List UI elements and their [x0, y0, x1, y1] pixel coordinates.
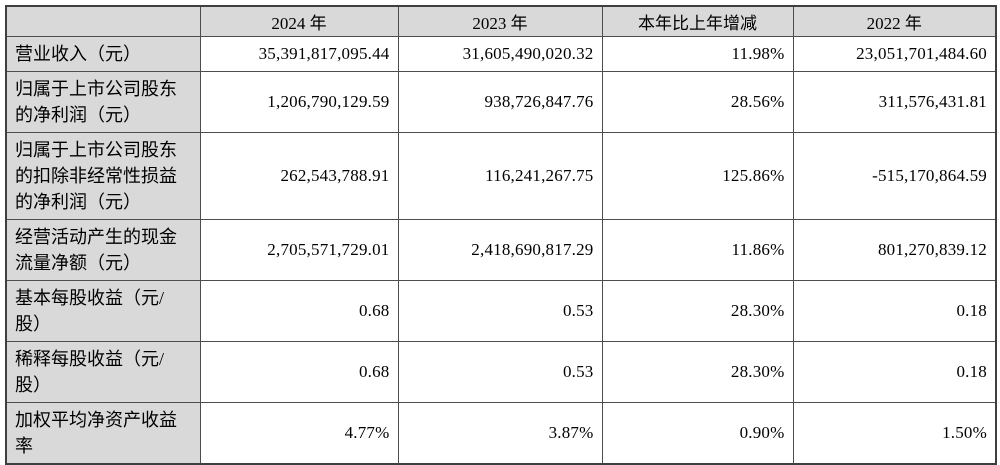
- table-cell: 0.68: [199, 280, 399, 342]
- row-label: 营业收入（元）: [5, 36, 201, 72]
- table-cell: 0.53: [397, 341, 603, 403]
- table-row-diluted-eps: 稀释每股收益（元/股） 0.68 0.53 28.30% 0.18: [5, 341, 997, 403]
- table-cell: 0.18: [792, 341, 997, 403]
- row-label: 归属于上市公司股东的扣除非经常性损益的净利润（元）: [5, 132, 201, 220]
- table-cell: 0.18: [792, 280, 997, 342]
- table-row-revenue: 营业收入（元） 35,391,817,095.44 31,605,490,020…: [5, 36, 997, 72]
- header-row: 2024 年 2023 年 本年比上年增减 2022 年: [5, 5, 997, 37]
- table-cell: 3.87%: [397, 402, 603, 465]
- table-cell: 1,206,790,129.59: [199, 71, 399, 133]
- row-label: 经营活动产生的现金流量净额（元）: [5, 219, 201, 281]
- column-header-2022: 2022 年: [792, 5, 997, 37]
- table-cell: 1.50%: [792, 402, 997, 465]
- table-cell: 2,705,571,729.01: [199, 219, 399, 281]
- table-cell: 262,543,788.91: [199, 132, 399, 220]
- document-page: 2024 年 2023 年 本年比上年增减 2022 年 营业收入（元） 35,…: [5, 5, 997, 465]
- row-label: 基本每股收益（元/股）: [5, 280, 201, 342]
- table-cell: 31,605,490,020.32: [397, 36, 603, 72]
- table-cell: 35,391,817,095.44: [199, 36, 399, 72]
- column-header-2023: 2023 年: [397, 5, 603, 37]
- table-cell: 0.68: [199, 341, 399, 403]
- table-row-operating-cash-flow: 经营活动产生的现金流量净额（元） 2,705,571,729.01 2,418,…: [5, 219, 997, 281]
- table-cell: 311,576,431.81: [792, 71, 997, 133]
- table-cell: 2,418,690,817.29: [397, 219, 603, 281]
- table-cell: 125.86%: [601, 132, 794, 220]
- table-cell: 23,051,701,484.60: [792, 36, 997, 72]
- table-cell: 28.30%: [601, 280, 794, 342]
- column-header-2024: 2024 年: [199, 5, 399, 37]
- table-row-weighted-avg-roe: 加权平均净资产收益率 4.77% 3.87% 0.90% 1.50%: [5, 402, 997, 465]
- table-row-net-profit-excl-nonrecurring: 归属于上市公司股东的扣除非经常性损益的净利润（元） 262,543,788.91…: [5, 132, 997, 220]
- table-cell: 116,241,267.75: [397, 132, 603, 220]
- table-row-net-profit: 归属于上市公司股东的净利润（元） 1,206,790,129.59 938,72…: [5, 71, 997, 133]
- table-cell: 0.90%: [601, 402, 794, 465]
- table-cell: 4.77%: [199, 402, 399, 465]
- row-label: 稀释每股收益（元/股）: [5, 341, 201, 403]
- financial-summary-table: 2024 年 2023 年 本年比上年增减 2022 年 营业收入（元） 35,…: [5, 5, 997, 465]
- column-header-yoy-change: 本年比上年增减: [601, 5, 794, 37]
- table-cell: 11.98%: [601, 36, 794, 72]
- table-cell: 11.86%: [601, 219, 794, 281]
- table-cell: 938,726,847.76: [397, 71, 603, 133]
- row-label: 归属于上市公司股东的净利润（元）: [5, 71, 201, 133]
- row-label: 加权平均净资产收益率: [5, 402, 201, 465]
- table-cell: 0.53: [397, 280, 603, 342]
- table-row-basic-eps: 基本每股收益（元/股） 0.68 0.53 28.30% 0.18: [5, 280, 997, 342]
- column-header-empty: [5, 5, 201, 37]
- table-cell: 28.30%: [601, 341, 794, 403]
- table-cell: 28.56%: [601, 71, 794, 133]
- table-cell: -515,170,864.59: [792, 132, 997, 220]
- table-cell: 801,270,839.12: [792, 219, 997, 281]
